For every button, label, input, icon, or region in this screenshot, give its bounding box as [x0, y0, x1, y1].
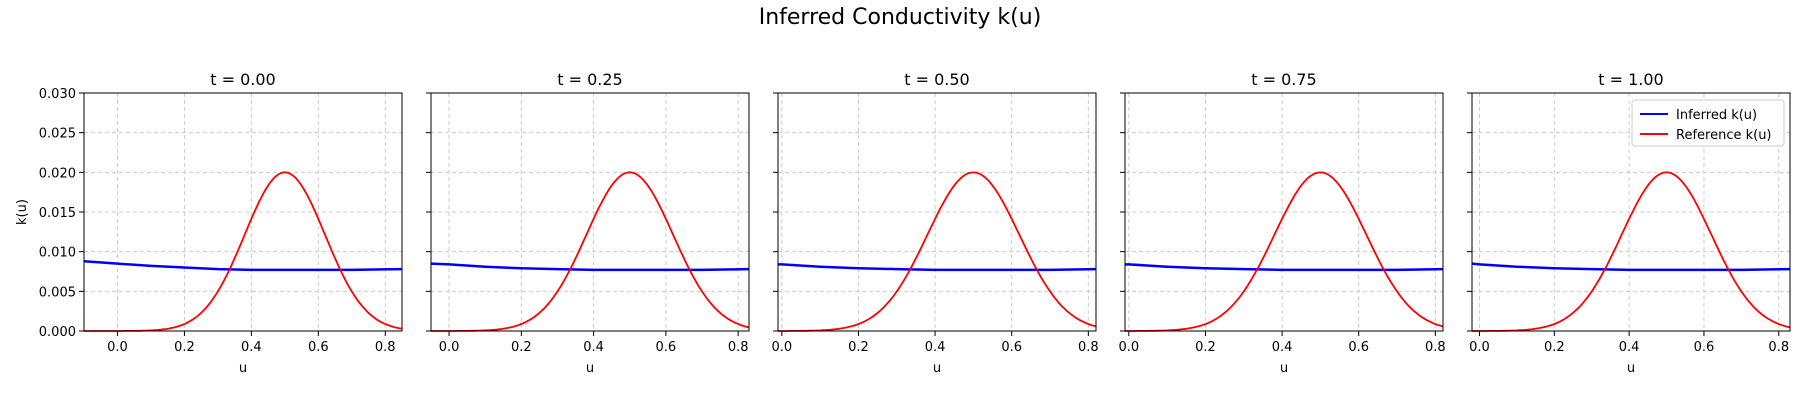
series-line-inferred: [1125, 263, 1444, 272]
series-line-reference: [84, 171, 403, 332]
series-line-inferred: [83, 259, 403, 272]
x-tick-label: 0.0: [771, 340, 792, 355]
panel-1: 0.0 0.2 0.4 0.6 0.8 t = 0.25 u: [426, 70, 750, 376]
x-tick-label: 0.8: [1425, 340, 1446, 355]
legend-label: Reference k(u): [1676, 128, 1772, 143]
x-tick-label: 0.0: [1118, 340, 1139, 355]
legend: Inferred k(u) Reference k(u): [1631, 99, 1785, 147]
x-tick-label: 0.6: [656, 340, 677, 355]
y-axis-label: k(u): [15, 199, 30, 225]
x-tick-label: 0.2: [1544, 340, 1565, 355]
panel-title: t = 0.75: [1251, 70, 1316, 89]
x-tick-label: 0.4: [241, 340, 262, 355]
series-line-reference: [1125, 171, 1444, 332]
x-tick-label: 0.2: [174, 340, 195, 355]
x-tick-label: 0.4: [925, 340, 946, 355]
x-tick-label: 0.8: [375, 340, 396, 355]
axes-frame: [430, 92, 750, 332]
axes-frame: [777, 92, 1097, 332]
x-tick-label: 0.0: [1469, 340, 1490, 355]
legend-box: [1631, 99, 1785, 147]
x-tick-label: 0.6: [308, 340, 329, 355]
series-line-inferred: [778, 263, 1097, 272]
x-tick-label: 0.8: [1078, 340, 1099, 355]
panel-0: 0.0 0.2 0.4 0.6 0.8 0.000 0.005 0.010 0.015 0.020…: [15, 70, 403, 376]
x-tick-label: 0.2: [1195, 340, 1216, 355]
axes-frame: [83, 92, 403, 332]
series-line-reference: [1472, 171, 1791, 332]
y-tick-label: 0.000: [39, 325, 76, 340]
panel-title: t = 0.50: [904, 70, 969, 89]
x-tick-label: 0.8: [728, 340, 749, 355]
y-tick-label: 0.020: [39, 166, 76, 181]
panel-4: 0.0 0.2 0.4 0.6 0.8 t = 1.00 u Inferred k(u) Ref…: [1467, 70, 1791, 376]
x-tick-label: 0.6: [1348, 340, 1369, 355]
y-tick-label: 0.010: [39, 246, 76, 261]
x-tick-label: 0.2: [511, 340, 532, 355]
x-tick-label: 0.4: [1272, 340, 1293, 355]
series-line-inferred: [430, 262, 750, 272]
y-tick-label: 0.025: [39, 127, 76, 142]
y-tick-label: 0.005: [39, 285, 76, 300]
x-tick-label: 0.0: [107, 340, 128, 355]
series-line-reference: [431, 171, 750, 332]
x-axis-label: u: [586, 361, 594, 376]
x-tick-label: 0.4: [1619, 340, 1640, 355]
x-axis-label: u: [933, 361, 941, 376]
series-line-reference: [778, 171, 1097, 332]
panel-title: t = 0.25: [557, 70, 622, 89]
legend-label: Inferred k(u): [1676, 108, 1757, 123]
panel-title: t = 1.00: [1598, 70, 1663, 89]
x-axis-label: u: [1627, 361, 1635, 376]
axes-frame: [1124, 92, 1444, 332]
panel-2: 0.0 0.2 0.4 0.6 0.8 t = 0.50 u: [771, 70, 1098, 376]
panel-3: 0.0 0.2 0.4 0.6 0.8 t = 0.75 u: [1118, 70, 1445, 376]
x-tick-label: 0.4: [583, 340, 604, 355]
figure-title: Inferred Conductivity k(u): [759, 5, 1042, 30]
x-tick-label: 0.6: [1001, 340, 1022, 355]
x-tick-label: 0.8: [1768, 340, 1789, 355]
y-tick-label: 0.015: [39, 206, 76, 221]
panel-title: t = 0.00: [210, 70, 275, 89]
x-tick-label: 0.0: [439, 340, 460, 355]
x-tick-label: 0.2: [848, 340, 869, 355]
x-tick-label: 0.6: [1694, 340, 1715, 355]
x-axis-label: u: [239, 361, 247, 376]
axes-frame: [1471, 92, 1791, 332]
panels: 0.0 0.2 0.4 0.6 0.8 0.000 0.005 0.010 0.015 0.020…: [15, 70, 1791, 376]
series-line-inferred: [1471, 262, 1791, 272]
x-axis-label: u: [1280, 361, 1288, 376]
y-tick-label: 0.030: [39, 87, 76, 102]
